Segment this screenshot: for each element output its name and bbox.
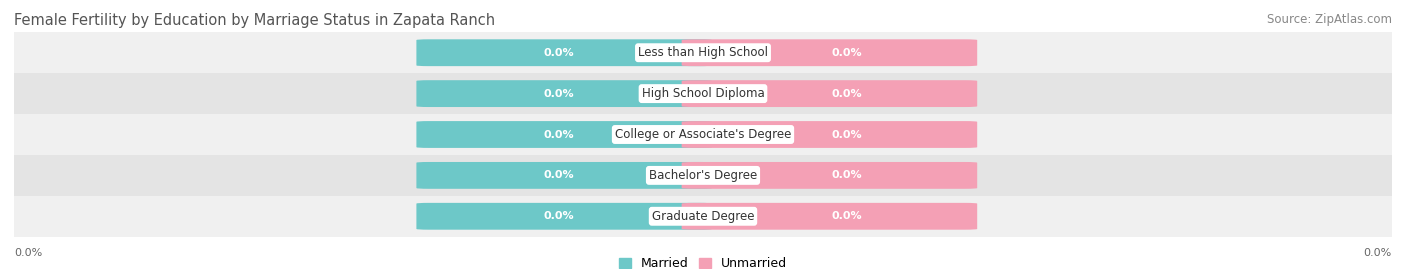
FancyBboxPatch shape — [682, 80, 977, 107]
Text: College or Associate's Degree: College or Associate's Degree — [614, 128, 792, 141]
Text: Less than High School: Less than High School — [638, 46, 768, 59]
Text: 0.0%: 0.0% — [832, 170, 862, 180]
Bar — [14, 73, 1392, 114]
Text: High School Diploma: High School Diploma — [641, 87, 765, 100]
Text: 0.0%: 0.0% — [832, 129, 862, 140]
Legend: Married, Unmarried: Married, Unmarried — [613, 252, 793, 269]
Text: Source: ZipAtlas.com: Source: ZipAtlas.com — [1267, 13, 1392, 26]
Text: 0.0%: 0.0% — [1364, 248, 1392, 258]
Bar — [14, 155, 1392, 196]
Text: 0.0%: 0.0% — [832, 89, 862, 99]
Text: 0.0%: 0.0% — [544, 48, 574, 58]
Bar — [14, 196, 1392, 237]
FancyBboxPatch shape — [416, 121, 711, 148]
FancyBboxPatch shape — [682, 162, 977, 189]
FancyBboxPatch shape — [682, 203, 977, 230]
FancyBboxPatch shape — [416, 162, 711, 189]
Text: 0.0%: 0.0% — [544, 170, 574, 180]
FancyBboxPatch shape — [416, 39, 711, 66]
FancyBboxPatch shape — [682, 39, 977, 66]
Text: Graduate Degree: Graduate Degree — [652, 210, 754, 223]
FancyBboxPatch shape — [682, 121, 977, 148]
FancyBboxPatch shape — [416, 80, 711, 107]
Text: 0.0%: 0.0% — [832, 211, 862, 221]
Text: Bachelor's Degree: Bachelor's Degree — [650, 169, 756, 182]
Text: 0.0%: 0.0% — [544, 129, 574, 140]
FancyBboxPatch shape — [416, 203, 711, 230]
Text: 0.0%: 0.0% — [832, 48, 862, 58]
Text: 0.0%: 0.0% — [544, 211, 574, 221]
Bar — [14, 32, 1392, 73]
Text: Female Fertility by Education by Marriage Status in Zapata Ranch: Female Fertility by Education by Marriag… — [14, 13, 495, 29]
Bar — [14, 114, 1392, 155]
Text: 0.0%: 0.0% — [544, 89, 574, 99]
Text: 0.0%: 0.0% — [14, 248, 42, 258]
